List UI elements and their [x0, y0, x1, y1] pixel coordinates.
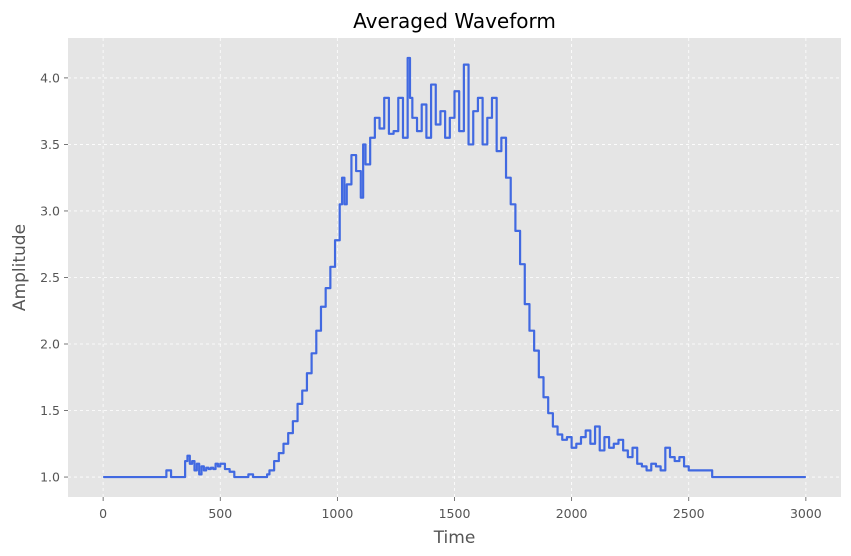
y-axis-label: Amplitude [10, 224, 30, 311]
y-axis-ticks: 1.0 1.5 2.0 2.5 3.0 3.5 4.0 [40, 70, 68, 485]
x-tick-label: 1000 [321, 506, 353, 521]
y-tick-label: 3.0 [40, 203, 60, 218]
x-tick-label: 2500 [673, 506, 705, 521]
x-tick-label: 2000 [556, 506, 588, 521]
x-tick-label: 500 [208, 506, 232, 521]
x-tick-label: 1500 [439, 506, 471, 521]
x-tick-label: 3000 [790, 506, 822, 521]
y-tick-label: 1.5 [40, 403, 60, 418]
gridlines [68, 38, 841, 497]
x-tick-label: 0 [99, 506, 107, 521]
y-tick-label: 2.0 [40, 337, 60, 352]
series-line [103, 56, 806, 479]
y-tick-label: 1.0 [40, 470, 60, 485]
y-tick-label: 4.0 [40, 70, 60, 85]
x-axis-label: Time [433, 528, 476, 548]
x-axis-ticks: 0 500 1000 1500 2000 2500 3000 [99, 497, 822, 521]
y-tick-label: 2.5 [40, 270, 60, 285]
y-tick-label: 3.5 [40, 137, 60, 152]
chart-title: Averaged Waveform [353, 9, 556, 33]
